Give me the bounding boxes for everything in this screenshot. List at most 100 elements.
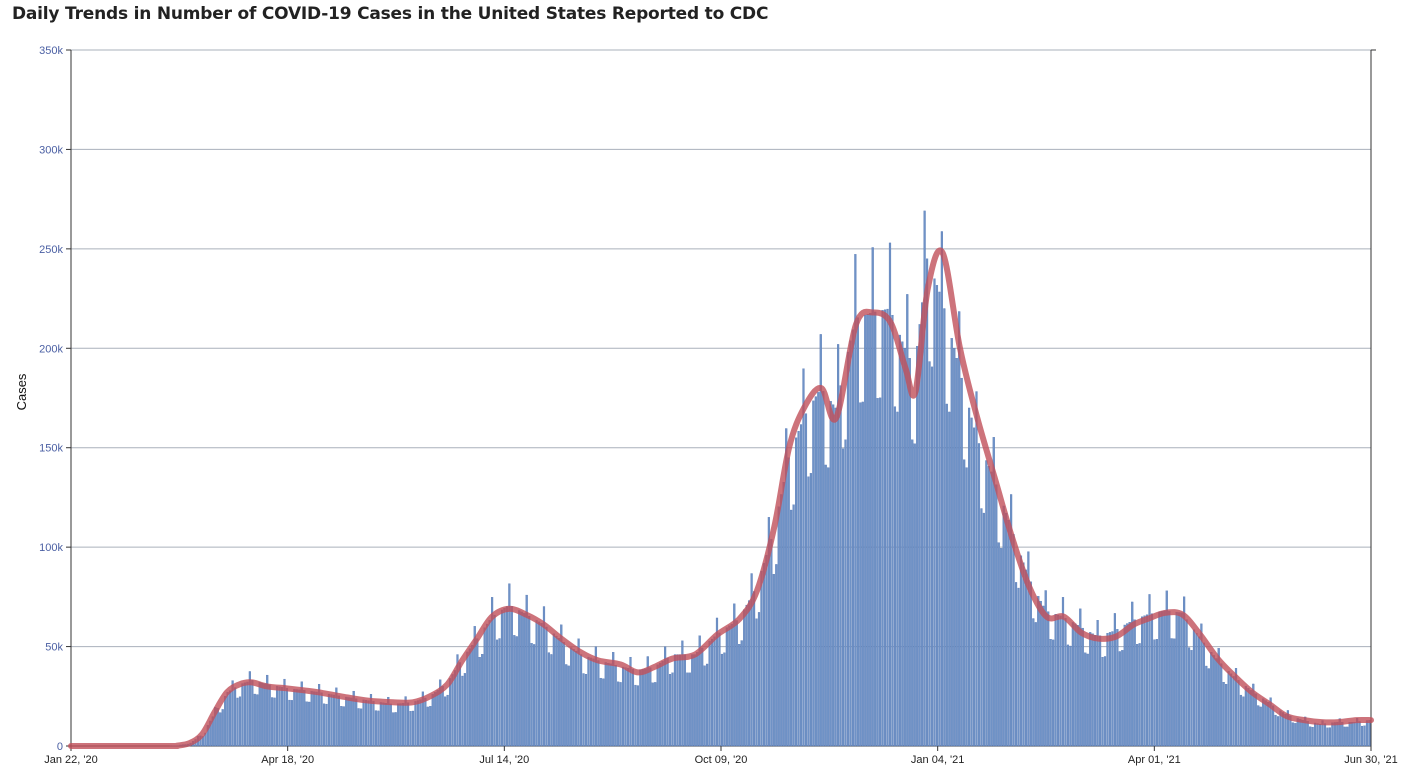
bar xyxy=(1136,644,1139,747)
bar xyxy=(997,542,1000,747)
bar xyxy=(510,606,513,747)
bar xyxy=(468,648,471,747)
bar xyxy=(1291,722,1294,747)
bar xyxy=(1010,494,1013,747)
bar xyxy=(604,662,607,747)
bar xyxy=(639,669,642,747)
bar xyxy=(782,482,785,747)
bar xyxy=(629,656,632,747)
bar xyxy=(678,654,681,747)
bar xyxy=(619,682,622,747)
bar xyxy=(224,696,227,747)
bar xyxy=(1363,725,1366,747)
bar xyxy=(1076,625,1079,747)
bar xyxy=(1192,629,1196,747)
bar xyxy=(1044,590,1047,747)
bar xyxy=(607,662,610,747)
bar xyxy=(688,672,691,747)
bar xyxy=(723,652,726,747)
bar xyxy=(681,640,684,747)
y-tick-label: 200k xyxy=(39,343,63,355)
bar xyxy=(1217,648,1220,747)
bar xyxy=(355,698,358,747)
x-tick-label: Jun 30, '21 xyxy=(1344,754,1397,766)
bar xyxy=(743,609,746,747)
bar xyxy=(930,366,934,747)
bar xyxy=(977,443,981,747)
bar xyxy=(436,690,439,747)
y-tick-label: 300k xyxy=(39,144,63,156)
bar xyxy=(313,691,316,747)
bar xyxy=(713,636,716,747)
bar xyxy=(972,427,976,747)
bar xyxy=(814,396,817,747)
bar xyxy=(626,668,630,747)
bar xyxy=(369,694,373,747)
bar xyxy=(673,654,677,747)
bar xyxy=(1210,652,1213,747)
bar xyxy=(451,674,454,747)
bar xyxy=(1047,611,1050,747)
bar xyxy=(987,466,990,747)
bar xyxy=(1202,642,1205,747)
bar xyxy=(1143,615,1146,747)
bar xyxy=(856,317,859,747)
bar xyxy=(572,649,575,747)
bar xyxy=(1165,590,1168,747)
bar xyxy=(886,308,889,747)
bar xyxy=(903,348,906,747)
y-tick-label: 0 xyxy=(57,741,63,753)
bar xyxy=(809,473,812,747)
bar xyxy=(1150,613,1154,747)
bar xyxy=(817,392,820,747)
bar xyxy=(958,311,961,747)
bar xyxy=(686,672,689,747)
bar xyxy=(1336,721,1339,747)
bar xyxy=(1175,612,1178,747)
bar xyxy=(1237,680,1240,747)
x-tick-label: Jan 22, '20 xyxy=(44,754,97,766)
bar xyxy=(1049,639,1052,747)
bar xyxy=(1039,600,1042,747)
bar xyxy=(1323,723,1327,747)
bar xyxy=(807,476,810,747)
bar xyxy=(1064,618,1067,747)
bar xyxy=(1163,610,1166,747)
bar xyxy=(1061,597,1065,747)
bar xyxy=(219,712,222,747)
bar xyxy=(345,696,348,747)
bar xyxy=(804,413,808,747)
bar xyxy=(948,411,951,747)
bar xyxy=(325,703,328,747)
bar xyxy=(980,508,983,747)
bar xyxy=(841,448,845,747)
bar xyxy=(330,694,333,747)
bar xyxy=(458,662,462,747)
bar xyxy=(1351,721,1354,747)
bar xyxy=(1244,686,1247,747)
bar xyxy=(599,677,602,747)
bar xyxy=(229,690,232,747)
bar xyxy=(280,687,284,747)
bar xyxy=(503,608,506,747)
bar xyxy=(718,632,721,747)
bar xyxy=(693,654,696,747)
bar xyxy=(683,654,686,747)
bar xyxy=(720,653,724,747)
bar xyxy=(1309,726,1312,747)
bar xyxy=(1229,673,1233,747)
bar xyxy=(1170,638,1173,747)
bar xyxy=(1360,725,1364,747)
bar xyxy=(767,517,770,747)
y-axis-label: Cases xyxy=(14,373,29,410)
bar xyxy=(570,647,573,747)
bar xyxy=(293,689,296,747)
bar xyxy=(273,697,276,747)
bar xyxy=(1331,722,1334,747)
bar xyxy=(308,701,311,747)
bar xyxy=(1259,706,1262,747)
bar xyxy=(1311,726,1314,747)
bar xyxy=(478,657,481,747)
bar xyxy=(238,696,242,747)
bar xyxy=(1007,520,1010,747)
